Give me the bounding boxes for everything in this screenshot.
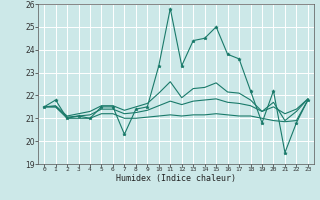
X-axis label: Humidex (Indice chaleur): Humidex (Indice chaleur)	[116, 174, 236, 183]
